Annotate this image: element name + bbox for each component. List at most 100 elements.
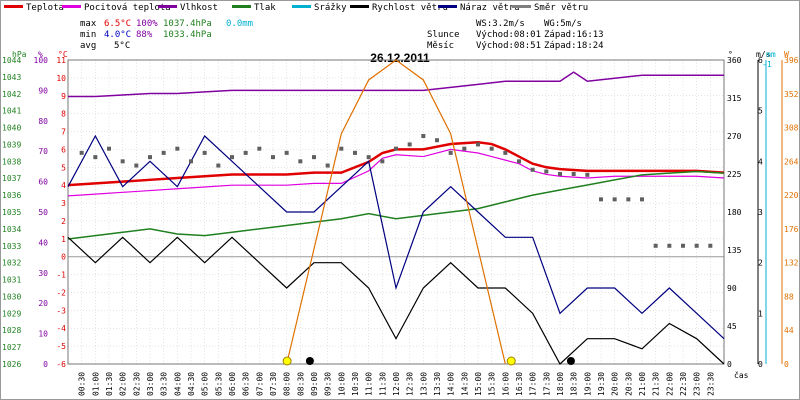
time-tick: 17:30 — [542, 372, 551, 396]
pressure-tick: 1029 — [2, 309, 21, 318]
moon-marker-icon — [566, 357, 575, 365]
axis-title-w: W — [784, 50, 789, 59]
legend-label: Směr větru — [534, 3, 588, 13]
wind-direction-point — [626, 197, 631, 202]
wind-direction-point — [257, 146, 262, 151]
pressure-tick: 1032 — [2, 259, 21, 268]
time-tick: 01:00 — [91, 372, 100, 396]
direction-tick: 180 — [727, 208, 742, 217]
wind-direction-point — [366, 155, 371, 160]
temp-tick: 8 — [61, 110, 66, 119]
solar-tick: 88 — [784, 292, 794, 301]
humidity-tick: 50 — [38, 208, 48, 217]
time-tick: 17:00 — [529, 372, 538, 396]
legend-swatch — [438, 5, 457, 8]
wind-direction-point — [476, 142, 480, 147]
wind-direction-point — [681, 243, 685, 248]
wind-direction-point — [599, 197, 603, 202]
legend-label: Vlhkost — [180, 3, 218, 13]
time-tick: 12:00 — [392, 372, 401, 396]
wind-direction-point — [243, 150, 248, 155]
temp-tick: -1 — [56, 271, 66, 280]
time-tick: 08:30 — [296, 372, 305, 396]
axis-title-hpa: hPa — [12, 50, 27, 59]
moon-rise: Východ:08:51 — [476, 41, 541, 51]
wind-direction-point — [202, 150, 207, 155]
time-tick: 15:00 — [474, 372, 483, 396]
time-tick: 10:00 — [337, 372, 346, 396]
pressure-tick: 1033 — [2, 242, 21, 251]
temp-tick: -4 — [56, 324, 66, 333]
pressure-tick: 1043 — [2, 73, 21, 82]
pressure-tick: 1038 — [2, 157, 21, 166]
time-tick: 23:30 — [706, 372, 715, 396]
solar-tick: 220 — [784, 191, 799, 200]
legend-swatch — [62, 5, 81, 8]
legend-swatch — [512, 5, 531, 8]
series-line — [68, 71, 724, 98]
pressure-tick: 1028 — [2, 326, 21, 335]
legend-swatch — [158, 5, 177, 8]
time-tick: 06:00 — [228, 372, 237, 396]
humidity-tick: 60 — [38, 178, 48, 187]
sun-marker-icon — [282, 356, 292, 366]
wind-direction-point — [284, 150, 289, 155]
pressure-tick: 1026 — [2, 360, 21, 369]
temp-tick: 6 — [61, 145, 66, 154]
time-tick: 11:30 — [378, 372, 387, 396]
stat-max-press: 1037.4hPa — [163, 19, 212, 29]
time-tick: 04:30 — [187, 372, 196, 396]
time-tick: 19:30 — [597, 372, 606, 396]
temp-tick: -2 — [56, 288, 66, 297]
legend-label: Pocitová teplota — [84, 3, 171, 13]
pressure-tick: 1041 — [2, 107, 21, 116]
time-tick: 02:30 — [132, 372, 141, 396]
stat-min-press: 1033.4hPa — [163, 30, 212, 40]
stat-min-temp: 4.0°C — [104, 30, 131, 40]
wind-direction-point — [394, 146, 398, 151]
axis-ticks: 1044104310421041104010391038103710361035… — [2, 56, 799, 369]
sun-rise: Východ:08:01 — [476, 30, 541, 40]
time-tick: 00:30 — [78, 372, 87, 396]
x-axis-title: čas — [734, 370, 749, 380]
wind-direction-point — [189, 159, 193, 164]
temp-tick: -6 — [56, 360, 66, 369]
wind-speed-tick: 4 — [758, 157, 763, 166]
solar-tick: 176 — [784, 225, 799, 234]
legend-label: Teplota — [26, 3, 64, 13]
stat-min-label: min — [80, 30, 96, 40]
stats-panel: max 6.5°C 100% 1037.4hPa 0.0mm min 4.0°C… — [80, 19, 253, 51]
sun-set: Západ:16:13 — [544, 30, 604, 40]
solar-tick: 132 — [784, 259, 799, 268]
humidity-tick: 10 — [38, 330, 48, 339]
sun-marker-icon — [506, 356, 516, 366]
wind-direction-point — [271, 155, 275, 160]
direction-tick: 360 — [727, 56, 742, 65]
wind-direction-point — [134, 163, 139, 168]
wind-speed-info: WS:3.2m/s — [476, 19, 525, 29]
temp-tick: 11 — [56, 56, 66, 65]
time-tick: 21:00 — [638, 372, 647, 396]
direction-tick: 0 — [727, 360, 732, 369]
wind-speed-tick: 6 — [758, 56, 763, 65]
pressure-tick: 1034 — [2, 225, 21, 234]
time-tick: 20:00 — [611, 372, 620, 396]
wind-direction-point — [312, 155, 316, 160]
temp-tick: 2 — [61, 217, 66, 226]
time-tick: 02:00 — [119, 372, 128, 396]
time-tick: 03:30 — [160, 372, 169, 396]
direction-tick: 225 — [727, 170, 742, 179]
axis-title-ms: m/s — [756, 50, 771, 59]
time-tick: 04:00 — [173, 372, 182, 396]
wind-direction-point — [517, 159, 521, 164]
time-axis: 00:30 01:00 01:30 02:00 02:30 03:00 03:30 04:00… — [78, 372, 716, 396]
time-tick: 08:00 — [283, 372, 292, 396]
time-tick: 05:30 — [214, 372, 223, 396]
solar-tick: 264 — [784, 157, 799, 166]
time-tick: 13:30 — [433, 372, 442, 396]
humidity-tick: 30 — [38, 269, 48, 278]
pressure-tick: 1035 — [2, 208, 21, 217]
solar-tick: 44 — [784, 326, 794, 335]
